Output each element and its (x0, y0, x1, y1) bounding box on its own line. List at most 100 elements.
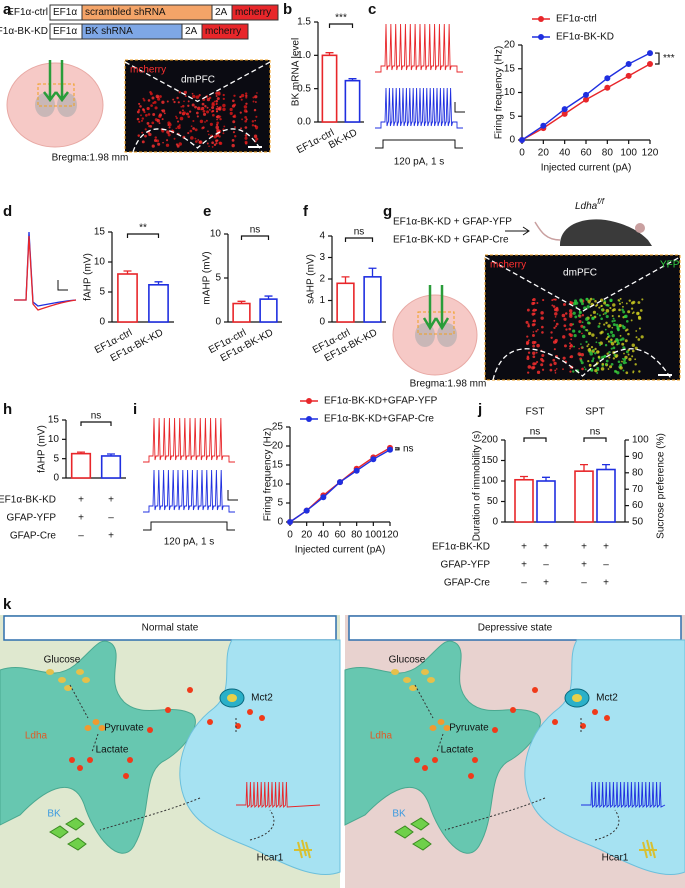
cell-signal (216, 139, 219, 142)
cell-signal (177, 125, 181, 130)
cell-signal (173, 137, 176, 140)
significance-bracket (523, 437, 547, 442)
significance-bracket (583, 437, 607, 442)
cell-signal (568, 309, 573, 313)
bregma-label: Bregma:1.98 mm (52, 153, 129, 164)
error-bar (580, 463, 588, 472)
legend-label: EF1α-ctrl (556, 14, 597, 25)
bar (596, 468, 616, 523)
cell-signal (573, 334, 577, 338)
schematic-label: BK (47, 809, 61, 820)
error-bar (264, 295, 273, 300)
row-sign: + (543, 578, 549, 589)
error-bar (325, 52, 334, 56)
cell-signal (215, 125, 219, 130)
cell-signal (627, 353, 630, 356)
cell-signal (621, 301, 624, 304)
x-tick-label: 40 (318, 530, 330, 541)
cell-signal (255, 137, 259, 141)
cell-signal (541, 353, 545, 358)
cell-signal (232, 115, 235, 118)
y-tick-label: 150 (481, 455, 498, 466)
cell-signal (190, 136, 194, 140)
cell-signal (598, 306, 601, 309)
cell-signal (582, 325, 586, 329)
cell-signal (625, 371, 629, 375)
cell-signal (611, 326, 614, 329)
cell-signal (610, 347, 613, 350)
cell-signal (592, 348, 595, 351)
cell-signal (580, 353, 585, 357)
cell-signal (146, 107, 150, 111)
cell-signal (554, 298, 557, 301)
cell-signal (604, 362, 608, 366)
lactate (468, 773, 474, 779)
lactate (127, 757, 133, 763)
cell-signal (187, 100, 190, 103)
pyruvate (98, 725, 106, 731)
cell-signal (536, 360, 539, 364)
legend-label: EF1α-BK-KD+GFAP-YFP (324, 396, 438, 407)
x-tick-label: 100 (365, 530, 382, 541)
voltage-trace (375, 23, 463, 73)
schematic-label: Glucose (44, 655, 81, 666)
cell-signal (177, 101, 180, 104)
cell-signal (540, 363, 544, 367)
y-tick-label: 0 (277, 517, 283, 528)
x-tick-label: 120 (642, 148, 659, 159)
cell-signal (605, 309, 610, 313)
cell-signal (592, 310, 596, 314)
cell-signal (184, 95, 187, 98)
legend-marker (538, 34, 544, 40)
significance-bracket (328, 23, 354, 28)
micrograph (484, 254, 681, 381)
cell-signal (590, 345, 594, 349)
schematic-label: Lactate (441, 745, 474, 756)
lactate (247, 709, 253, 715)
lactate (87, 757, 93, 763)
y-tick-label: 5 (277, 498, 283, 509)
cell-signal (244, 136, 248, 140)
cell-signal (253, 134, 258, 139)
cell-signal (550, 331, 553, 334)
cell-signal (176, 120, 180, 123)
cell-signal (216, 128, 220, 133)
cell-signal (147, 113, 151, 116)
glucose (427, 677, 435, 683)
cell-signal (619, 338, 623, 342)
cell-signal (211, 109, 215, 113)
cell-signal (564, 312, 568, 315)
y-tick-label: 15 (272, 460, 284, 471)
cell-signal (610, 362, 614, 366)
cell-signal (621, 324, 625, 327)
row-label: EF1α-BK-KD (432, 542, 490, 553)
cell-signal (192, 127, 195, 130)
cell-signal (187, 131, 190, 135)
cell-signal (167, 133, 171, 137)
cell-signal (628, 299, 631, 302)
y-tick-label: 0 (319, 317, 325, 328)
cell-signal (208, 145, 210, 148)
cell-signal (603, 301, 607, 305)
image-label: dmPFC (181, 75, 215, 86)
cell-signal (600, 308, 603, 311)
cell-signal (149, 90, 152, 94)
cell-signal (150, 104, 153, 107)
cell-signal (241, 118, 243, 121)
data-point (337, 479, 343, 486)
cell-signal (142, 97, 145, 100)
glucose (403, 677, 411, 683)
cell-signal (555, 325, 558, 328)
y-tick-label: 15 (94, 227, 106, 238)
gene-superscript: f/f (597, 197, 604, 206)
cell-signal (623, 357, 627, 362)
cell-signal (608, 350, 611, 354)
cell-signal (215, 115, 219, 119)
cell-signal (211, 103, 215, 107)
cell-signal (563, 302, 566, 306)
panel-label: i (133, 401, 137, 418)
cell-signal (606, 332, 610, 336)
hcar1 (639, 839, 657, 859)
cell-signal (158, 122, 161, 125)
cell-signal (590, 314, 592, 317)
